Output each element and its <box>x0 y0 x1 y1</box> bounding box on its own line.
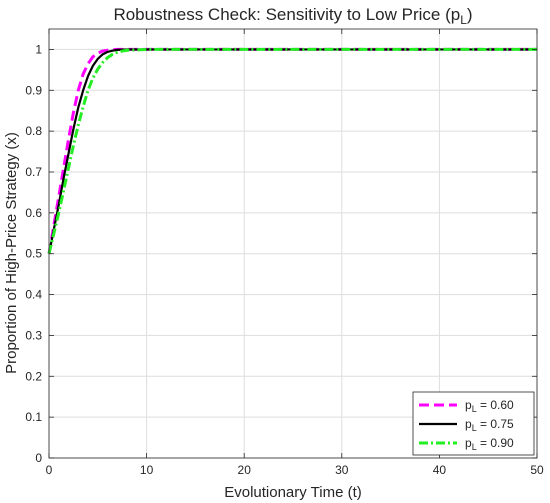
series-line-1 <box>47 47 537 254</box>
chart-title: Robustness Check: Sensitivity to Low Pri… <box>113 5 472 27</box>
chart-title-sub: L <box>460 13 467 27</box>
series-line-2 <box>47 48 537 254</box>
chart-title-tail: ) <box>467 5 473 24</box>
y-tick-label: 0.2 <box>25 369 42 383</box>
ticks: 0 10 20 30 40 50 0 0.1 0.2 0.3 0.4 0.5 0.6 0.7 0.8 0.9 1 <box>25 29 544 477</box>
x-tick-label: 0 <box>46 463 53 477</box>
series-lines <box>47 47 537 255</box>
y-tick-label: 1 <box>35 42 42 56</box>
chart-title-main: Robustness Check: Sensitivity to Low Pri… <box>113 5 460 24</box>
y-tick-label: 0.4 <box>25 288 42 302</box>
y-tick-label: 0.3 <box>25 328 42 342</box>
x-tick-label: 50 <box>530 463 544 477</box>
series-line-3 <box>47 47 537 255</box>
y-tick-label: 0.8 <box>25 124 42 138</box>
x-axis-title: Evolutionary Time (t) <box>224 484 362 501</box>
y-tick-label: 0 <box>35 451 42 465</box>
legend-label-1: pL = 0.60 <box>465 398 514 414</box>
y-tick-label: 0.7 <box>25 165 42 179</box>
x-tick-label: 40 <box>433 463 447 477</box>
x-tick-label: 20 <box>238 463 252 477</box>
y-tick-label: 0.9 <box>25 83 42 97</box>
y-tick-label: 0.6 <box>25 206 42 220</box>
y-axis-title: Proportion of High-Price Strategy (x) <box>3 132 20 374</box>
y-tick-label: 0.5 <box>25 247 42 261</box>
x-tick-label: 30 <box>335 463 349 477</box>
axes-box <box>48 28 538 459</box>
y-tick-label: 0.1 <box>25 410 42 424</box>
legend-label-3: pL = 0.90 <box>465 436 514 452</box>
legend: pL = 0.60 pL = 0.75 pL = 0.90 <box>412 391 535 456</box>
legend-label-2: pL = 0.75 <box>465 417 514 433</box>
x-tick-label: 10 <box>140 463 154 477</box>
